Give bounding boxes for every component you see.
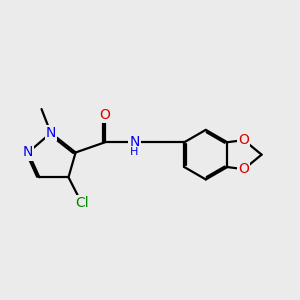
Text: O: O <box>100 108 110 122</box>
Text: O: O <box>238 133 249 147</box>
Text: O: O <box>238 162 249 176</box>
Text: N: N <box>46 126 56 140</box>
Text: N: N <box>23 146 33 160</box>
Text: Cl: Cl <box>75 196 88 210</box>
Text: H: H <box>130 147 139 157</box>
Text: N: N <box>129 135 140 149</box>
